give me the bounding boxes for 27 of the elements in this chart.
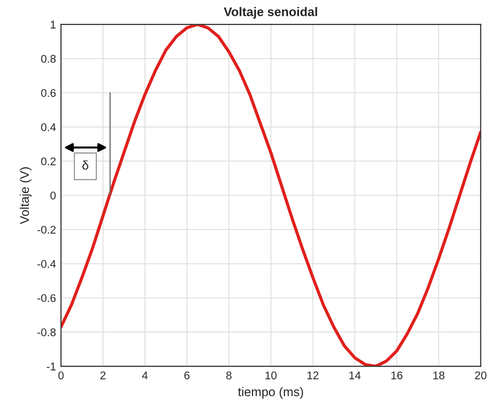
x-tick-label: 18 [433,371,444,380]
x-tick-label: 4 [142,372,148,380]
x-tick-label: 14 [349,372,361,380]
annotation: δ [82,160,88,170]
x-tick-label: 8 [226,371,232,380]
line-series [61,24,481,366]
y-tick-label: 0.4 [41,123,56,132]
x-tick-label: 0 [58,371,64,380]
x-tick-label: 2 [100,371,106,380]
y-tick-label: 0.2 [41,157,56,166]
y-axis-title: Voltaje (V) [20,167,32,224]
x-tick-label: 6 [184,371,190,380]
x-tick-label: 20 [475,371,486,380]
x-axis-title: tiempo (ms) [238,387,304,399]
y-tick-label: 0 [50,192,56,200]
x-tick-label: 12 [307,371,318,380]
y-tick-label: 1 [50,20,56,28]
y-tick-label: -1 [46,362,56,370]
y-tick-label: 0.8 [41,54,56,63]
y-tick-label: -0.2 [37,226,56,234]
y-tick-label: 0.6 [41,89,56,97]
y-tick-label: -0.8 [37,328,56,336]
y-tick-label: -0.6 [37,294,56,302]
y-tick-label: -0.4 [37,260,56,268]
x-tick-label: 16 [391,371,402,380]
x-tick-label: 10 [266,371,277,380]
chart-title: Voltaje senoidal [224,7,318,19]
